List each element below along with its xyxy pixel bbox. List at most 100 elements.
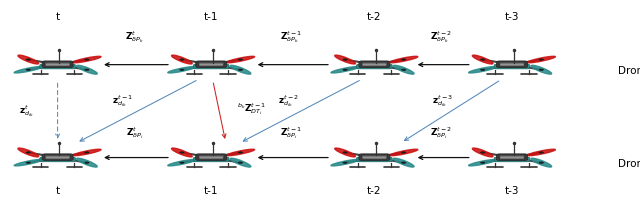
- FancyBboxPatch shape: [196, 61, 227, 67]
- Ellipse shape: [172, 148, 192, 157]
- Ellipse shape: [335, 55, 355, 64]
- Circle shape: [401, 152, 406, 153]
- Circle shape: [238, 162, 243, 163]
- FancyBboxPatch shape: [196, 154, 227, 160]
- Ellipse shape: [14, 66, 42, 73]
- Ellipse shape: [172, 55, 192, 64]
- FancyBboxPatch shape: [363, 157, 386, 159]
- Circle shape: [26, 69, 31, 70]
- Circle shape: [481, 152, 485, 153]
- Ellipse shape: [331, 66, 359, 73]
- FancyBboxPatch shape: [193, 157, 229, 162]
- FancyBboxPatch shape: [193, 64, 229, 69]
- Text: $^{b_k}\mathbf{Z}_{DT_i}^{t-1}$: $^{b_k}\mathbf{Z}_{DT_i}^{t-1}$: [237, 101, 266, 117]
- Circle shape: [26, 162, 31, 163]
- FancyBboxPatch shape: [40, 157, 76, 162]
- Circle shape: [26, 152, 31, 153]
- Ellipse shape: [527, 149, 556, 156]
- Text: t: t: [56, 12, 60, 22]
- Circle shape: [84, 152, 89, 153]
- Circle shape: [343, 69, 348, 70]
- Circle shape: [481, 162, 485, 163]
- Ellipse shape: [18, 55, 38, 64]
- Text: t-2: t-2: [367, 12, 381, 22]
- FancyBboxPatch shape: [359, 154, 390, 160]
- Text: t-1: t-1: [204, 186, 218, 196]
- FancyBboxPatch shape: [494, 64, 530, 69]
- FancyBboxPatch shape: [42, 154, 73, 160]
- FancyBboxPatch shape: [497, 154, 527, 160]
- Ellipse shape: [77, 65, 97, 74]
- FancyBboxPatch shape: [198, 62, 224, 65]
- FancyBboxPatch shape: [500, 157, 524, 159]
- Ellipse shape: [394, 65, 414, 74]
- Ellipse shape: [331, 159, 359, 166]
- Circle shape: [539, 59, 543, 60]
- FancyBboxPatch shape: [356, 157, 392, 162]
- Circle shape: [84, 59, 89, 60]
- FancyBboxPatch shape: [359, 61, 390, 67]
- Circle shape: [401, 69, 406, 70]
- Ellipse shape: [18, 148, 38, 157]
- Ellipse shape: [335, 148, 355, 157]
- Circle shape: [539, 152, 543, 153]
- Text: $\mathbf{z}_{d_{ik}}^{t}$: $\mathbf{z}_{d_{ik}}^{t}$: [19, 103, 35, 119]
- FancyBboxPatch shape: [46, 157, 69, 159]
- FancyBboxPatch shape: [40, 64, 76, 69]
- FancyBboxPatch shape: [46, 64, 69, 66]
- FancyBboxPatch shape: [200, 157, 223, 159]
- Text: t: t: [56, 186, 60, 196]
- Text: $\mathbf{z}_{d_{ik}}^{t-3}$: $\mathbf{z}_{d_{ik}}^{t-3}$: [432, 93, 453, 109]
- Circle shape: [343, 59, 348, 60]
- Ellipse shape: [168, 66, 196, 73]
- Ellipse shape: [14, 159, 42, 166]
- Ellipse shape: [227, 56, 255, 63]
- FancyBboxPatch shape: [499, 62, 525, 65]
- FancyBboxPatch shape: [362, 155, 387, 158]
- Ellipse shape: [531, 65, 552, 74]
- Circle shape: [238, 152, 243, 153]
- FancyBboxPatch shape: [45, 155, 70, 158]
- Text: $\mathbf{z}_{d_{ik}}^{t-1}$: $\mathbf{z}_{d_{ik}}^{t-1}$: [112, 93, 133, 109]
- Text: $\mathbf{Z}_{\delta P_k}^{t-2}$: $\mathbf{Z}_{\delta P_k}^{t-2}$: [431, 29, 452, 45]
- Ellipse shape: [230, 65, 251, 74]
- Ellipse shape: [468, 66, 497, 73]
- Text: $\mathbf{Z}_{\delta P_i}^{t-1}$: $\mathbf{Z}_{\delta P_i}^{t-1}$: [280, 125, 302, 141]
- FancyBboxPatch shape: [497, 61, 527, 67]
- Circle shape: [481, 59, 485, 60]
- Circle shape: [180, 162, 184, 163]
- Circle shape: [401, 59, 406, 60]
- Text: $\mathbf{z}_{d_{ik}}^{t-2}$: $\mathbf{z}_{d_{ik}}^{t-2}$: [278, 93, 300, 109]
- Circle shape: [84, 69, 89, 70]
- Circle shape: [26, 59, 31, 60]
- FancyBboxPatch shape: [499, 155, 525, 158]
- Ellipse shape: [394, 158, 414, 167]
- Text: $\mathbf{Z}_{\delta P_k}^{t}$: $\mathbf{Z}_{\delta P_k}^{t}$: [125, 29, 144, 45]
- FancyBboxPatch shape: [356, 64, 392, 69]
- Ellipse shape: [230, 158, 251, 167]
- Ellipse shape: [73, 56, 101, 63]
- Text: Drone k: Drone k: [618, 66, 640, 76]
- FancyBboxPatch shape: [42, 61, 73, 67]
- Circle shape: [180, 69, 184, 70]
- Ellipse shape: [227, 149, 255, 156]
- Circle shape: [180, 59, 184, 60]
- Ellipse shape: [472, 148, 493, 157]
- Text: t-1: t-1: [204, 12, 218, 22]
- Text: $\mathbf{Z}_{\delta P_i}^{t-2}$: $\mathbf{Z}_{\delta P_i}^{t-2}$: [431, 125, 452, 141]
- Circle shape: [343, 162, 348, 163]
- FancyBboxPatch shape: [200, 64, 223, 66]
- Ellipse shape: [390, 56, 418, 63]
- Ellipse shape: [390, 149, 418, 156]
- Circle shape: [539, 162, 543, 163]
- Ellipse shape: [472, 55, 493, 64]
- FancyBboxPatch shape: [363, 64, 386, 66]
- FancyBboxPatch shape: [494, 157, 530, 162]
- Ellipse shape: [531, 158, 552, 167]
- FancyBboxPatch shape: [362, 62, 387, 65]
- Circle shape: [238, 69, 243, 70]
- Circle shape: [238, 59, 243, 60]
- Text: Drone i: Drone i: [618, 159, 640, 169]
- FancyBboxPatch shape: [45, 62, 70, 65]
- Text: t-3: t-3: [505, 186, 519, 196]
